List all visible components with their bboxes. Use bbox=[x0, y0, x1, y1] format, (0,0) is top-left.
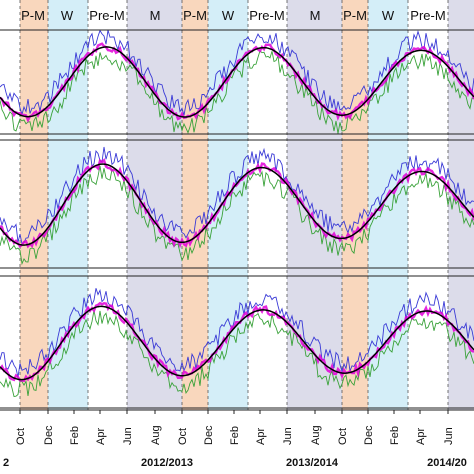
season-band-pre_monsoon bbox=[248, 0, 287, 410]
season-band-post_monsoon bbox=[182, 0, 208, 410]
month-tick-label: Jun bbox=[282, 427, 294, 445]
year-label: 2013/2014 bbox=[286, 457, 339, 469]
month-tick-label: Jun bbox=[443, 427, 455, 445]
season-label: P-M bbox=[343, 8, 367, 23]
season-label: Pre-M bbox=[410, 8, 445, 23]
season-band-winter bbox=[48, 0, 88, 410]
season-bands bbox=[0, 0, 474, 410]
month-tick-label: Feb bbox=[229, 426, 241, 445]
black-series-line bbox=[0, 163, 474, 246]
blue-series-line bbox=[0, 146, 474, 245]
month-tick-label: Oct bbox=[337, 428, 349, 445]
season-band-pre_monsoon bbox=[408, 0, 448, 410]
month-tick-label: Jun bbox=[122, 427, 134, 445]
season-band-winter bbox=[208, 0, 248, 410]
season-label: Pre-M bbox=[249, 8, 284, 23]
month-tick-label: Oct bbox=[15, 428, 27, 445]
season-label: M bbox=[310, 8, 321, 23]
season-label: W bbox=[382, 8, 395, 23]
season-band-post_monsoon bbox=[20, 0, 48, 410]
panel-frames bbox=[0, 29, 474, 411]
green-series-line bbox=[0, 165, 474, 266]
year-label: 2 bbox=[3, 457, 9, 469]
month-tick-label: Dec bbox=[363, 425, 375, 445]
month-tick-label: Aug bbox=[150, 425, 162, 445]
month-tick-label: Apr bbox=[95, 428, 107, 445]
season-band-monsoon bbox=[287, 0, 342, 410]
month-tick-label: Aug bbox=[310, 425, 322, 445]
green-series-line bbox=[0, 310, 474, 398]
season-label: W bbox=[61, 8, 74, 23]
month-tick-label: Feb bbox=[69, 426, 81, 445]
month-tick-labels: Oct Dec Feb Apr Jun Aug Oct Dec Feb Apr Jun Aug Oct D… bbox=[15, 410, 455, 445]
month-tick-label: Dec bbox=[203, 425, 215, 445]
year-label: 2012/2013 bbox=[141, 457, 193, 469]
season-label: P-M bbox=[183, 8, 207, 23]
panels bbox=[0, 29, 474, 398]
season-label: M bbox=[150, 8, 161, 23]
panel-3 bbox=[0, 288, 474, 398]
season-band-pre_monsoon bbox=[88, 0, 127, 410]
month-tick-label: Dec bbox=[43, 425, 55, 445]
year-labels: 2 2012/2013 2013/2014 2014/20 bbox=[3, 457, 467, 469]
month-tick-label: Feb bbox=[389, 426, 401, 445]
year-label: 2014/20 bbox=[427, 457, 467, 469]
panel-1 bbox=[0, 29, 474, 134]
season-band-post_monsoon bbox=[342, 0, 368, 410]
magenta-series-line bbox=[0, 158, 474, 249]
season-label: W bbox=[222, 8, 235, 23]
month-tick-label: Oct bbox=[177, 428, 189, 445]
blue-series-line bbox=[0, 288, 474, 378]
panel-2 bbox=[0, 146, 474, 266]
season-labels: P-M W Pre-M M P-M W Pre-M M P-M W Pre-M bbox=[21, 8, 446, 23]
season-label: P-M bbox=[21, 8, 45, 23]
month-tick-label: Apr bbox=[255, 428, 267, 445]
season-band-pre_monsoon bbox=[0, 0, 20, 410]
month-tick-label: Apr bbox=[415, 428, 427, 445]
season-label: Pre-M bbox=[89, 8, 124, 23]
black-series-line bbox=[0, 46, 474, 118]
black-series-line bbox=[0, 305, 474, 381]
